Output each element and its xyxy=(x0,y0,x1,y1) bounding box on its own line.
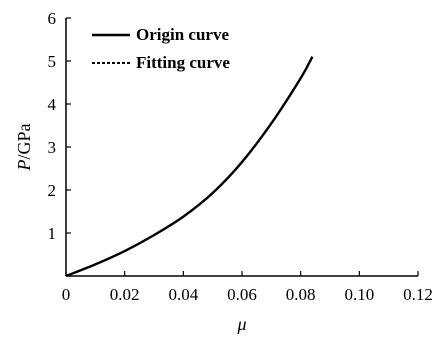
x-tick-label: 0.08 xyxy=(286,285,316,304)
y-tick-label: 3 xyxy=(48,138,57,157)
x-tick-label: 0 xyxy=(62,285,71,304)
series-line-fitting xyxy=(65,56,314,277)
y-tick-label: 2 xyxy=(48,181,57,200)
x-tick-label: 0.02 xyxy=(110,285,140,304)
axes xyxy=(65,18,418,277)
y-tick-label: 6 xyxy=(48,9,57,28)
x-tick-label: 0.10 xyxy=(344,285,374,304)
x-tick-label: 0.12 xyxy=(403,285,433,304)
x-tick-label: 0.04 xyxy=(168,285,198,304)
y-tick-label: 1 xyxy=(48,224,57,243)
y-ticks: 1 2 3 4 5 6 xyxy=(48,9,71,243)
y-tick-label: 4 xyxy=(48,95,57,114)
x-tick-label: 0.06 xyxy=(227,285,257,304)
series-line-origin xyxy=(65,56,314,278)
legend-label: Origin curve xyxy=(136,25,229,44)
legend: Origin curve Fitting curve xyxy=(92,25,230,72)
legend-label: Fitting curve xyxy=(136,53,230,72)
y-axis-label: P/GPa xyxy=(14,123,34,171)
x-axis-label: μ xyxy=(236,314,246,334)
x-ticks: 0 0.02 0.04 0.06 0.08 0.10 0.12 xyxy=(62,271,433,304)
plot-lines xyxy=(65,56,314,278)
y-tick-label: 5 xyxy=(48,52,57,71)
